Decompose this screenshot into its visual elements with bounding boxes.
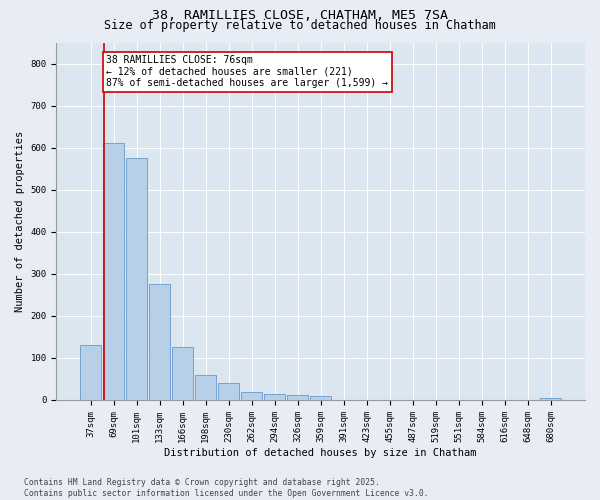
Bar (265, 394, 285, 400)
Bar (127, 158, 147, 400)
Bar (310, 396, 331, 400)
X-axis label: Distribution of detached houses by size in Chatham: Distribution of detached houses by size … (164, 448, 477, 458)
Bar (540, 398, 561, 400)
Y-axis label: Number of detached properties: Number of detached properties (15, 130, 25, 312)
Bar (172, 346, 193, 400)
Bar (103, 144, 124, 400)
Text: 38 RAMILLIES CLOSE: 76sqm
← 12% of detached houses are smaller (221)
87% of semi: 38 RAMILLIES CLOSE: 76sqm ← 12% of detac… (106, 55, 388, 88)
Bar (287, 395, 308, 400)
Bar (149, 284, 170, 400)
Text: Contains HM Land Registry data © Crown copyright and database right 2025.
Contai: Contains HM Land Registry data © Crown c… (24, 478, 428, 498)
Text: 38, RAMILLIES CLOSE, CHATHAM, ME5 7SA: 38, RAMILLIES CLOSE, CHATHAM, ME5 7SA (152, 9, 448, 22)
Bar (218, 383, 239, 400)
Bar (241, 392, 262, 400)
Bar (196, 374, 216, 400)
Text: Size of property relative to detached houses in Chatham: Size of property relative to detached ho… (104, 18, 496, 32)
Bar (80, 346, 101, 400)
